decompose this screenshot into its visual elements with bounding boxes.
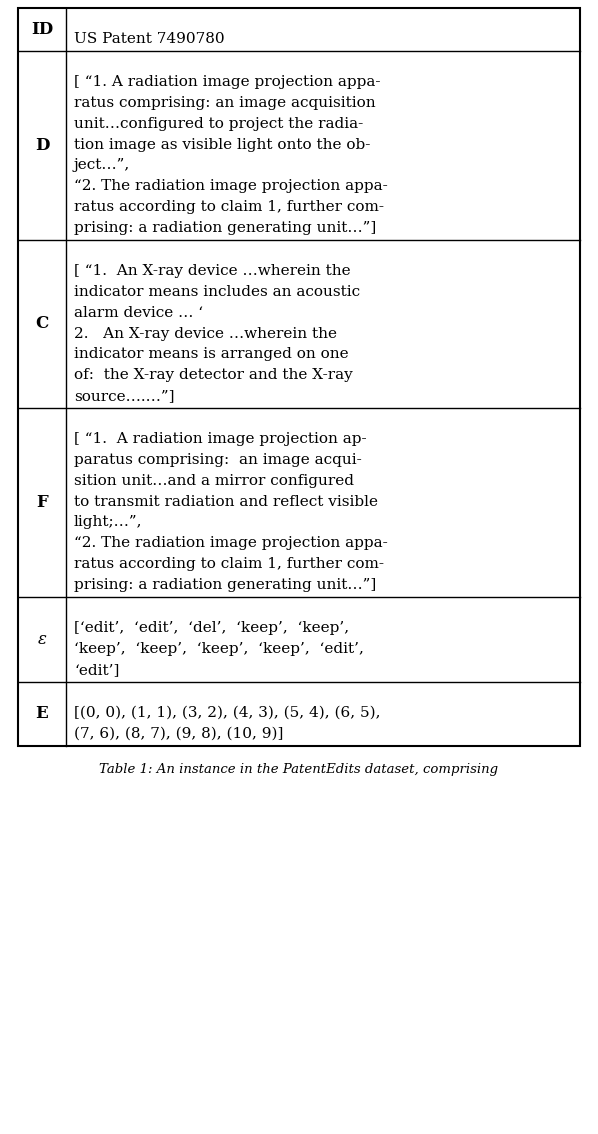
Text: prising: a radiation generating unit…”]: prising: a radiation generating unit…”] <box>74 221 376 235</box>
Bar <box>18 8 580 745</box>
Text: ε: ε <box>38 631 47 648</box>
Text: “2. The radiation image projection appa-: “2. The radiation image projection appa- <box>74 536 388 550</box>
Text: (7, 6), (8, 7), (9, 8), (10, 9)]: (7, 6), (8, 7), (9, 8), (10, 9)] <box>74 727 283 741</box>
Text: [(0, 0), (1, 1), (3, 2), (4, 3), (5, 4), (6, 5),: [(0, 0), (1, 1), (3, 2), (4, 3), (5, 4),… <box>74 705 380 720</box>
Text: ID: ID <box>31 22 53 39</box>
Text: ratus according to claim 1, further com-: ratus according to claim 1, further com- <box>74 201 384 214</box>
Text: E: E <box>36 705 48 722</box>
Text: prising: a radiation generating unit…”]: prising: a radiation generating unit…”] <box>74 578 376 592</box>
Text: unit…configured to project the radia-: unit…configured to project the radia- <box>74 117 363 130</box>
Text: to transmit radiation and reflect visible: to transmit radiation and reflect visibl… <box>74 494 378 508</box>
Text: D: D <box>35 137 49 154</box>
Text: source….…”]: source….…”] <box>74 389 175 403</box>
Text: F: F <box>36 494 48 511</box>
Text: ‘keep’,  ‘keep’,  ‘keep’,  ‘keep’,  ‘edit’,: ‘keep’, ‘keep’, ‘keep’, ‘keep’, ‘edit’, <box>74 642 364 655</box>
Text: Table 1: An instance in the PatentEdits dataset, comprising: Table 1: An instance in the PatentEdits … <box>99 763 499 777</box>
Text: [ “1.  An X-ray device …wherein the: [ “1. An X-ray device …wherein the <box>74 264 350 278</box>
Text: [ “1. A radiation image projection appa-: [ “1. A radiation image projection appa- <box>74 75 380 90</box>
Text: tion image as visible light onto the ob-: tion image as visible light onto the ob- <box>74 137 370 152</box>
Text: [ “1.  A radiation image projection ap-: [ “1. A radiation image projection ap- <box>74 432 367 446</box>
Text: US Patent 7490780: US Patent 7490780 <box>74 32 225 46</box>
Text: light;…”,: light;…”, <box>74 516 142 530</box>
Text: paratus comprising:  an image acqui-: paratus comprising: an image acqui- <box>74 452 362 467</box>
Text: indicator means is arranged on one: indicator means is arranged on one <box>74 347 349 362</box>
Text: indicator means includes an acoustic: indicator means includes an acoustic <box>74 285 360 299</box>
Text: sition unit…and a mirror configured: sition unit…and a mirror configured <box>74 474 354 488</box>
Text: ratus according to claim 1, further com-: ratus according to claim 1, further com- <box>74 557 384 572</box>
Text: of:  the X-ray detector and the X-ray: of: the X-ray detector and the X-ray <box>74 369 353 382</box>
Text: ‘edit’]: ‘edit’] <box>74 662 120 677</box>
Text: 2.   An X-ray device …wherein the: 2. An X-ray device …wherein the <box>74 327 337 340</box>
Text: [‘edit’,  ‘edit’,  ‘del’,  ‘keep’,  ‘keep’,: [‘edit’, ‘edit’, ‘del’, ‘keep’, ‘keep’, <box>74 621 349 635</box>
Text: “2. The radiation image projection appa-: “2. The radiation image projection appa- <box>74 179 388 193</box>
Text: C: C <box>35 315 48 332</box>
Text: ratus comprising: an image acquisition: ratus comprising: an image acquisition <box>74 96 376 110</box>
Text: alarm device … ‘: alarm device … ‘ <box>74 306 203 320</box>
Text: ject…”,: ject…”, <box>74 159 130 172</box>
